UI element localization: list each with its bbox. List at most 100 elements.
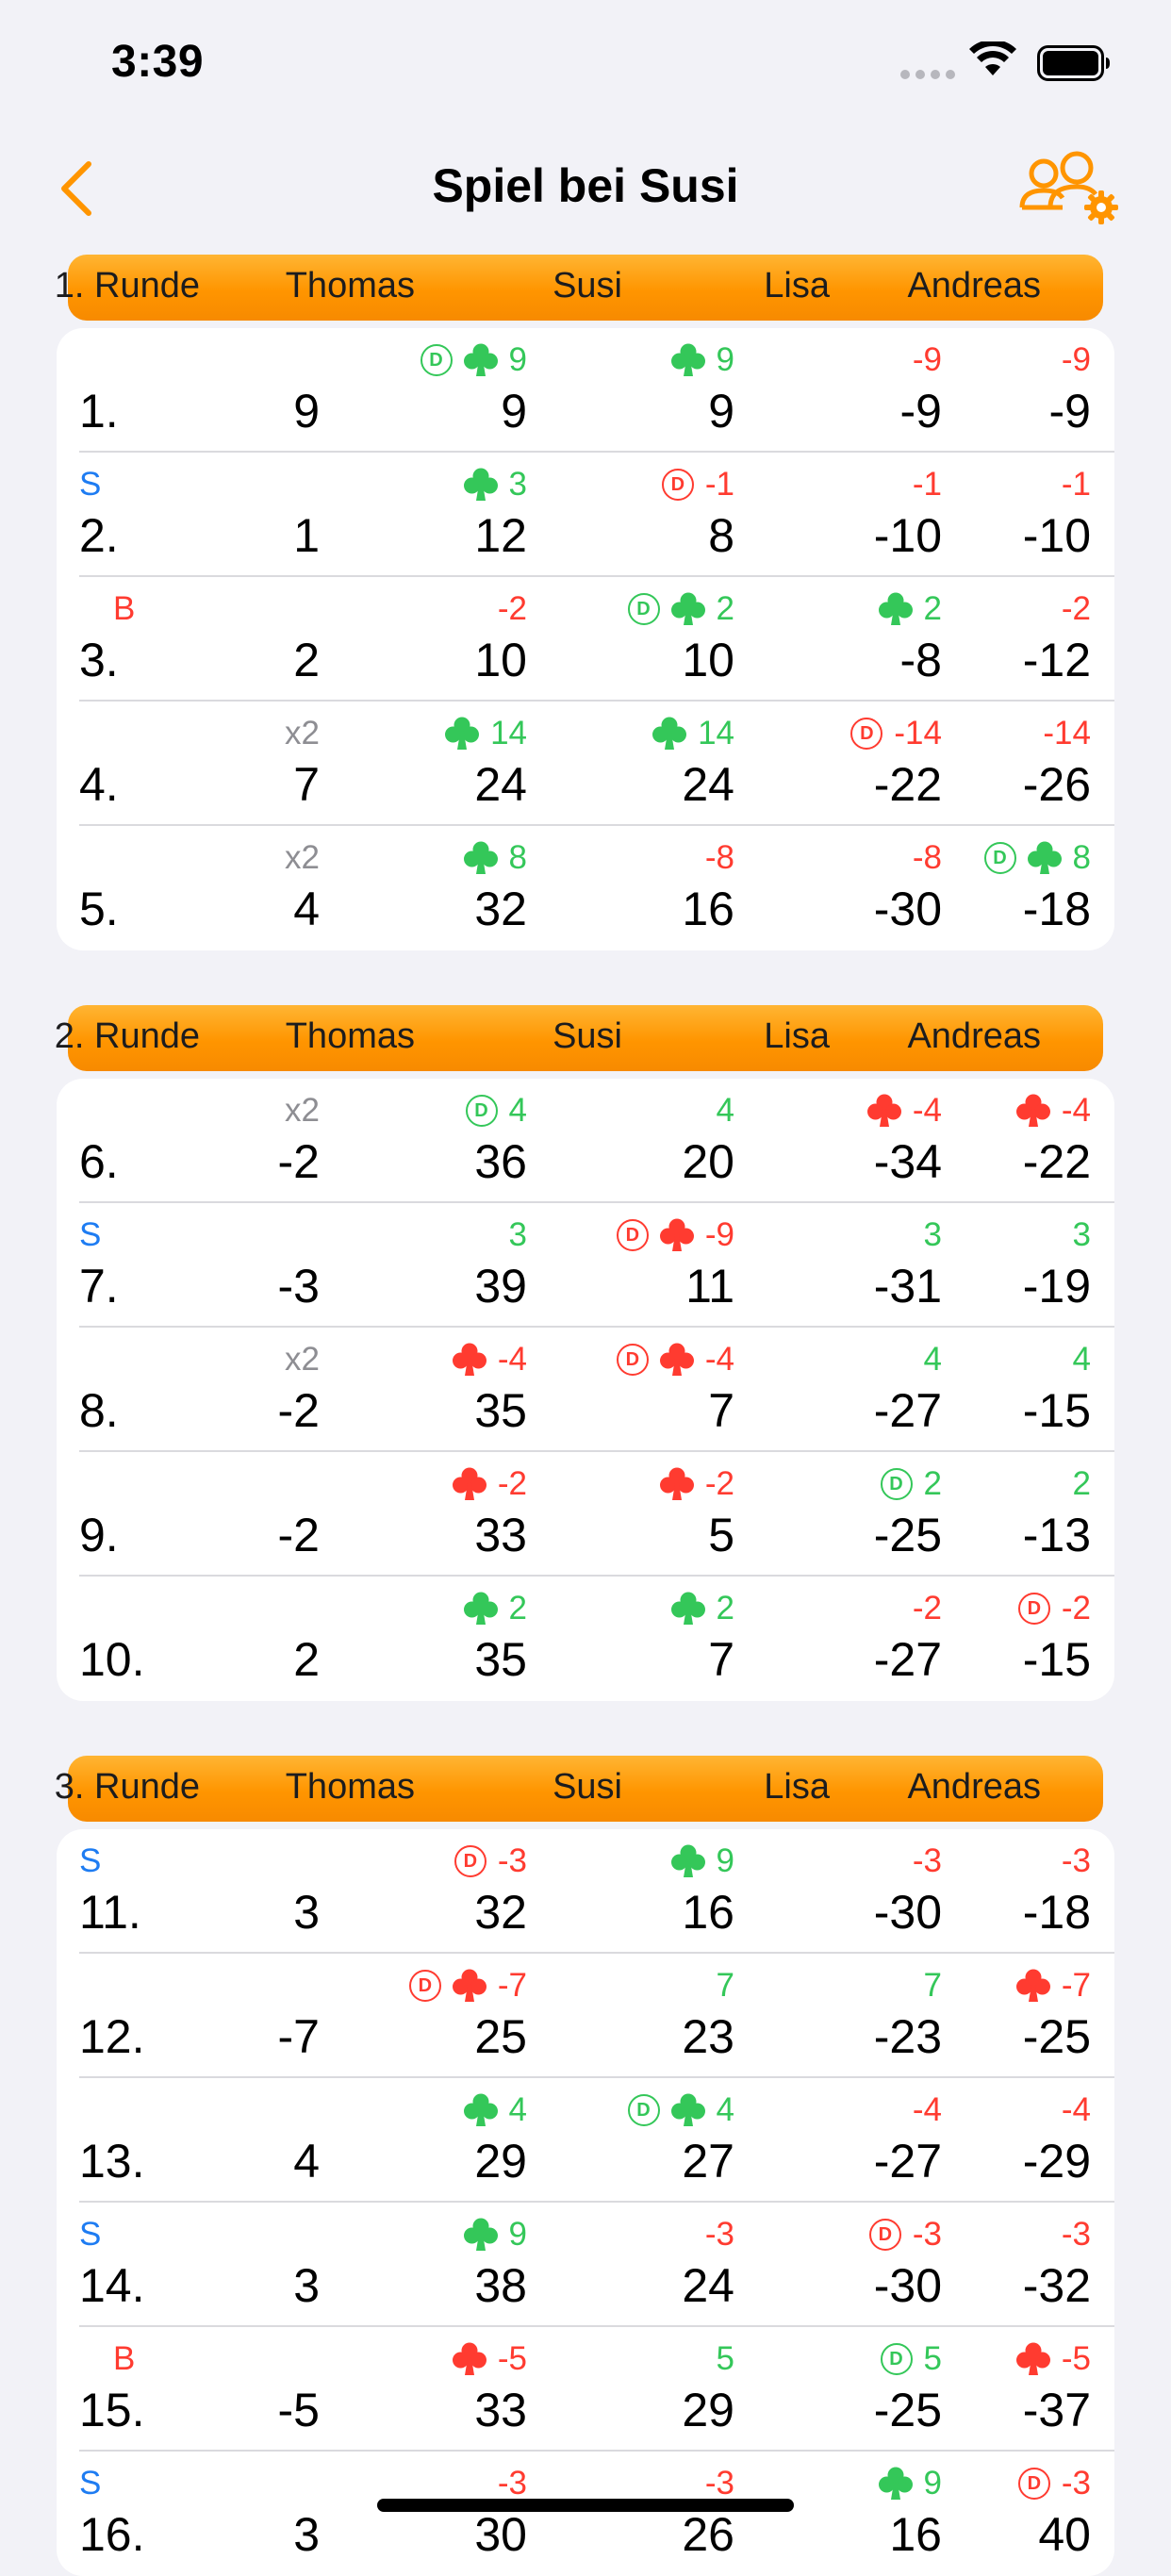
row-separator: [79, 1201, 1114, 1203]
score-delta: 8: [1072, 839, 1091, 876]
round-header: 2. Runde Thomas Susi Lisa Andreas: [55, 1005, 1103, 1071]
player-column-header: Lisa: [764, 266, 830, 305]
row-separator: [79, 2325, 1114, 2327]
score-total: 29: [682, 2384, 734, 2436]
game-row[interactable]: x2 5. 4 8 32 -8 16 -8 -30 D 8 -18: [57, 826, 1114, 950]
player-column-header: Susi: [553, 266, 622, 305]
club-icon: [659, 1466, 694, 1502]
dealer-icon: D: [420, 344, 453, 376]
player-column-header: Andreas: [907, 266, 1041, 305]
score-delta: 4: [716, 2091, 734, 2128]
game-row[interactable]: x2 4. 7 14 24 14 24 D -14 -22 -14 -26: [57, 702, 1114, 826]
club-icon: [452, 1466, 487, 1502]
club-icon: [659, 1342, 694, 1378]
game-row[interactable]: 10. 2 2 35 2 7 -2 -27 D -2 -15: [57, 1577, 1114, 1701]
game-row[interactable]: 12. -7 D -7 25 7 23 7 -23 -7 -25: [57, 1954, 1114, 2078]
game-row[interactable]: S 7. -3 3 39 D -9 11 3 -31 3 -19: [57, 1203, 1114, 1328]
score-delta: -3: [1061, 1842, 1091, 1879]
game-value: 3: [293, 2259, 320, 2312]
back-button[interactable]: [55, 158, 102, 219]
club-icon: [463, 342, 498, 378]
game-row[interactable]: S 11. 3 D -3 32 9 16 -3 -30 -3 -18: [57, 1829, 1114, 1954]
score-delta: -1: [1061, 466, 1091, 503]
game-value: -5: [277, 2384, 320, 2436]
player-settings-button[interactable]: [1018, 149, 1122, 228]
score-total: -29: [1022, 2135, 1091, 2188]
player-column-header: Lisa: [764, 1767, 830, 1807]
score-delta-cell: D -7: [408, 1967, 527, 2005]
game-row[interactable]: x2 6. -2 D 4 36 4 20 -4 -34 -4 -22: [57, 1079, 1114, 1203]
game-row[interactable]: x2 8. -2 -4 35 D -4 7 4 -27 4 -15: [57, 1328, 1114, 1452]
dealer-icon: D: [454, 1845, 487, 1877]
solo-flag: S: [79, 2465, 102, 2502]
score-delta-cell: D -9: [616, 1216, 734, 1254]
game-row[interactable]: S 16. 3 -3 30 -3 26 9 16 D -3 40: [57, 2452, 1114, 2576]
game-row[interactable]: S 14. 3 9 38 -3 24 D -3 -30 -3 -32: [57, 2203, 1114, 2327]
game-number: 4.: [79, 758, 119, 811]
game-number: 9.: [79, 1509, 119, 1561]
game-row[interactable]: S 2. 1 3 12 D -1 8 -1 -10 -1 -10: [57, 453, 1114, 577]
club-icon: [463, 840, 498, 876]
club-icon: [670, 1591, 705, 1627]
game-row[interactable]: B 3. 2 -2 10 D 2 10 2 -8 -2 -12: [57, 577, 1114, 702]
score-total: 26: [682, 2508, 734, 2561]
score-delta-cell: -4: [913, 2091, 942, 2129]
score-delta: -9: [704, 1216, 734, 1253]
score-delta-cell: 8: [463, 839, 527, 877]
score-delta: -5: [1061, 2340, 1091, 2377]
club-icon: [452, 1968, 487, 2004]
chevron-left-icon: [61, 161, 91, 216]
game-number: 1.: [79, 385, 119, 438]
score-total: 9: [708, 385, 734, 438]
score-delta-cell: 3: [463, 466, 527, 504]
battery-icon: [1037, 45, 1110, 81]
score-total: 24: [682, 2259, 734, 2312]
game-value: 3: [293, 1886, 320, 1939]
score-delta-cell: 9: [670, 1842, 734, 1880]
score-total: -25: [1022, 2010, 1091, 2063]
score-delta: -1: [704, 466, 734, 503]
score-delta-cell: -3: [913, 1842, 942, 1880]
score-delta: 9: [716, 341, 734, 378]
club-icon: [1027, 840, 1062, 876]
score-delta: 3: [508, 1216, 527, 1253]
score-total: 24: [682, 758, 734, 811]
score-delta: 9: [716, 1842, 734, 1879]
game-row[interactable]: 1. 9 D 9 9 9 9 -9 -9 -9 -9: [57, 328, 1114, 453]
score-total: 35: [474, 1633, 527, 1686]
score-delta: 2: [923, 590, 942, 627]
score-delta-cell: -8: [913, 839, 942, 877]
score-delta: 4: [716, 1092, 734, 1129]
score-delta-cell: 2: [878, 590, 942, 628]
score-delta-cell: 9: [463, 2216, 527, 2254]
game-value: 2: [293, 634, 320, 686]
score-delta: 9: [508, 341, 527, 378]
score-delta-cell: -4: [1062, 2091, 1091, 2129]
score-delta-cell: -1: [1062, 466, 1091, 504]
game-row[interactable]: 13. 4 4 29 D 4 27 -4 -27 -4 -29: [57, 2078, 1114, 2203]
score-delta: -3: [497, 1842, 527, 1879]
score-total: -30: [873, 2259, 942, 2312]
score-total: -30: [873, 883, 942, 935]
score-total: -15: [1022, 1384, 1091, 1437]
score-delta-cell: -3: [705, 2216, 734, 2254]
club-icon: [1015, 2341, 1050, 2377]
score-delta: -4: [912, 2091, 942, 2128]
score-delta-cell: 4: [717, 1092, 734, 1130]
score-delta-cell: D -14: [850, 715, 942, 752]
score-delta-cell: D -1: [661, 466, 734, 504]
round-section: 3. Runde Thomas Susi Lisa Andreas S 11. 3 D -3 32 9…: [55, 1756, 1114, 2576]
score-delta-cell: 3: [1073, 1216, 1091, 1254]
score-total: 12: [474, 509, 527, 562]
score-delta: 7: [716, 1967, 734, 2004]
game-row[interactable]: B 15. -5 -5 33 5 29 D 5 -25 -5 -37: [57, 2327, 1114, 2452]
row-separator: [79, 1326, 1114, 1328]
score-delta: -9: [912, 341, 942, 378]
club-icon: [463, 2092, 498, 2128]
game-row[interactable]: 9. -2 -2 33 -2 5 D 2 -25 2 -13: [57, 1452, 1114, 1577]
score-total: 30: [474, 2508, 527, 2561]
round-card: S 11. 3 D -3 32 9 16 -3 -30 -3 -18 12. -7 D -7 25 7 23 7 -23…: [57, 1829, 1114, 2576]
game-number: 11.: [79, 1886, 141, 1939]
